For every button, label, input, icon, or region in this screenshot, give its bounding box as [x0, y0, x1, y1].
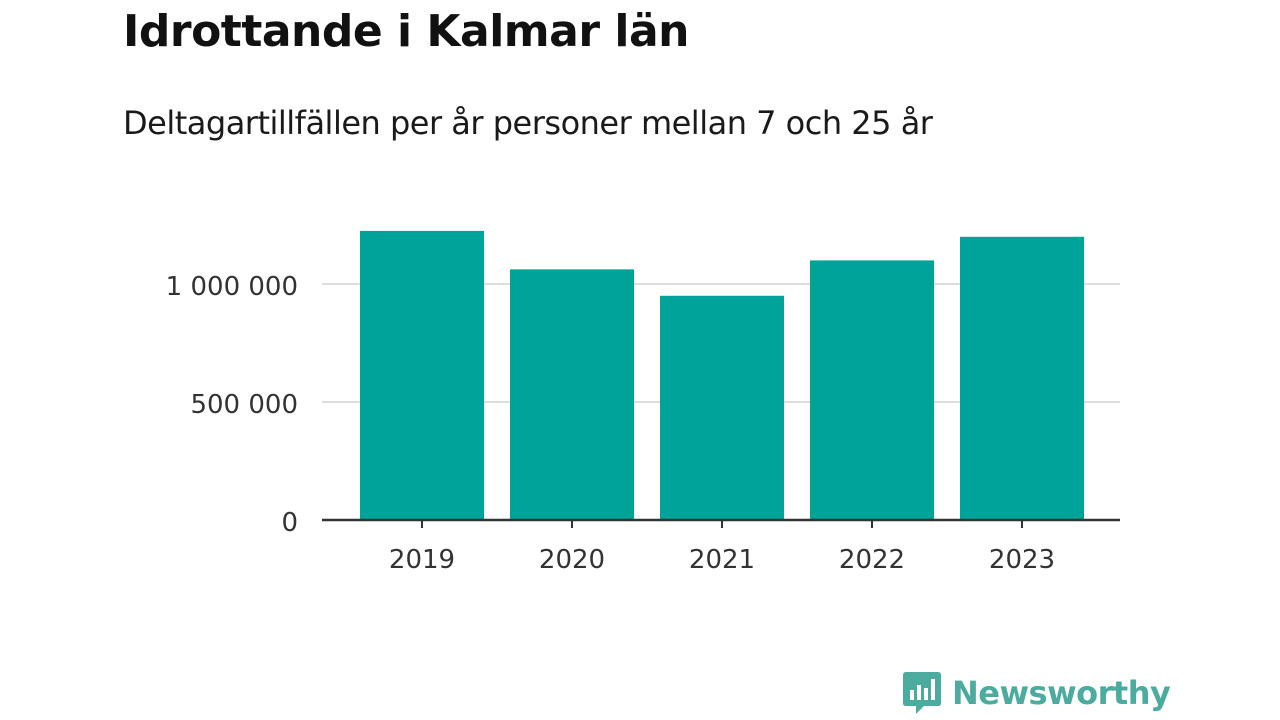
brand-name: Newsworthy [952, 674, 1171, 712]
newsworthy-logo-icon [903, 672, 941, 714]
y-tick-label: 0 [281, 508, 298, 538]
x-tick-label: 2023 [989, 545, 1055, 575]
chart-title: Idrottande i Kalmar län [123, 6, 689, 57]
x-tick-label: 2019 [389, 545, 455, 575]
bar [960, 236, 1084, 521]
y-tick-label: 500 000 [190, 390, 298, 420]
chart-subtitle: Deltagartillfällen per år personer mella… [123, 104, 933, 142]
bar [360, 230, 484, 520]
x-tick-label: 2020 [539, 545, 605, 575]
newsworthy-logo: Newsworthy [902, 670, 1171, 716]
bar [510, 269, 634, 520]
x-tick-label: 2022 [839, 545, 905, 575]
x-tick-label: 2021 [689, 545, 755, 575]
bar [810, 260, 934, 520]
bar [660, 295, 784, 520]
y-tick-label: 1 000 000 [166, 272, 298, 302]
